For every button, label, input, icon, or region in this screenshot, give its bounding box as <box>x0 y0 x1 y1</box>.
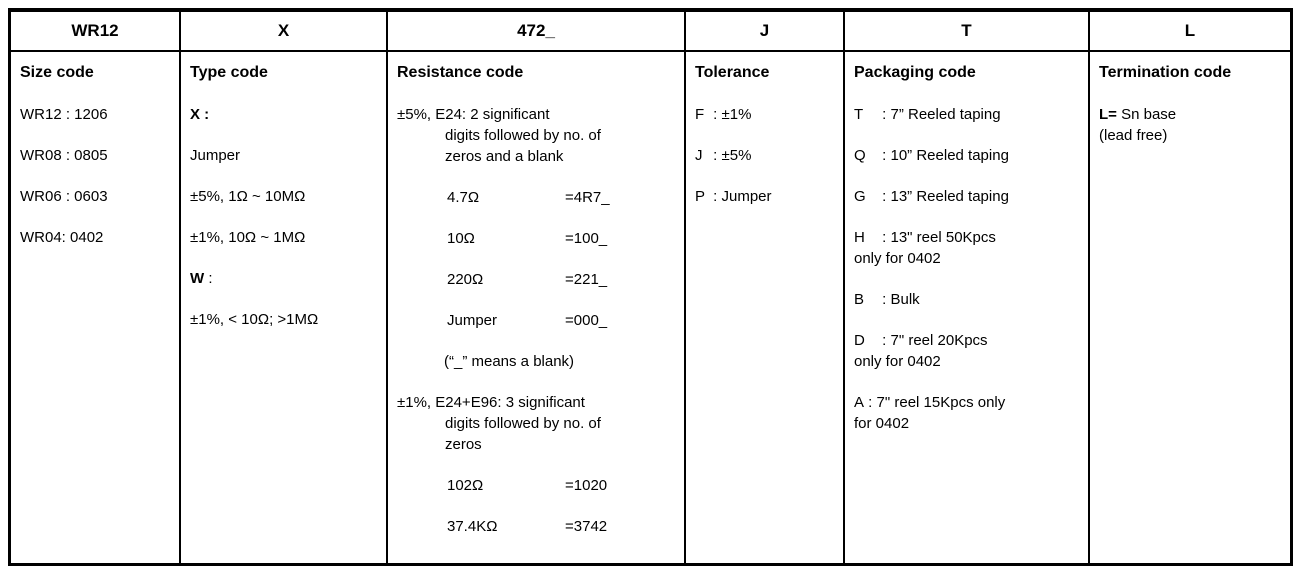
example-value: 102Ω <box>447 477 484 494</box>
example-value: 10Ω <box>447 230 475 247</box>
column-type-code: Type code X : Jumper ±5%, 1Ω ~ 10MΩ ±1%, 10… <box>181 52 388 563</box>
code-letter: D <box>854 332 865 349</box>
text-line: ±5%, E24: 2 significant digits followed … <box>397 106 601 165</box>
example-value: 37.4KΩ <box>447 518 498 535</box>
column-title: Packaging code <box>854 64 976 81</box>
example-value: Jumper <box>447 312 498 329</box>
column-tolerance: Tolerance F : ±1% J : ±5% P : Jumper <box>686 52 845 563</box>
column-size-code: Size code WR12 : 1206 WR08 : 0805 WR06 : 0… <box>11 52 181 563</box>
resistance-example: 10Ω =100_ <box>397 228 676 249</box>
example-value: 220Ω <box>447 271 484 288</box>
code-letter: G <box>854 188 866 205</box>
resistance-example: 4.7Ω =4R7_ <box>397 187 676 208</box>
text-line: ±1%, E24+E96: 3 significant digits follo… <box>397 394 601 453</box>
header-code-resistance: 472_ <box>388 12 686 52</box>
code-item: D : 7" reel 20Kpcs only for 0402 <box>854 332 988 370</box>
header-code-tolerance: J <box>686 12 845 52</box>
code-letter: P <box>695 188 706 205</box>
text-line: WR06 : 0603 <box>20 188 108 205</box>
header-code-packaging: T <box>845 12 1090 52</box>
code-item: F : ±1% <box>695 106 752 123</box>
code-item: T : 7” Reeled taping <box>854 106 1001 123</box>
column-title: Tolerance <box>695 64 770 81</box>
example-code: =3742 <box>565 518 608 535</box>
text-line: Jumper <box>190 147 241 164</box>
column-resistance-code: Resistance code ±5%, E24: 2 significant … <box>388 52 686 563</box>
resistance-example: 37.4KΩ =3742 <box>397 516 676 537</box>
code-item: B : Bulk <box>854 291 920 308</box>
code-item: P : Jumper <box>695 188 772 205</box>
code-letter: H <box>854 229 865 246</box>
resistance-example: 220Ω =221_ <box>397 269 676 290</box>
resistance-example: 102Ω =1020 <box>397 475 676 496</box>
example-code: =000_ <box>565 312 608 329</box>
bold-text: X : <box>190 106 210 123</box>
code-item: J : ±5% <box>695 147 752 164</box>
code-letter: J <box>695 147 703 164</box>
code-item: A : 7" reel 15Kpcs only for 0402 <box>854 394 1006 432</box>
column-title: Size code <box>20 64 94 81</box>
note-line: (“_” means a blank) <box>444 353 575 370</box>
text-line: W : <box>190 270 213 287</box>
text-line: WR04: 0402 <box>20 229 104 246</box>
text-line: WR12 : 1206 <box>20 106 108 123</box>
example-code: =4R7_ <box>565 189 610 206</box>
resistance-example: Jumper =000_ <box>397 310 676 331</box>
code-letter: Q <box>854 147 866 164</box>
text-line: ±1%, 10Ω ~ 1MΩ <box>190 229 306 246</box>
text-line: WR08 : 0805 <box>20 147 108 164</box>
text-line: ±1%, < 10Ω; >1MΩ <box>190 311 319 328</box>
header-code-termination: L <box>1090 12 1290 52</box>
code-item: G : 13” Reeled taping <box>854 188 1009 205</box>
code-letter: T <box>854 106 864 123</box>
header-code-size: WR12 <box>11 12 181 52</box>
column-title: Type code <box>190 64 268 81</box>
text-line: X : <box>190 104 378 125</box>
code-letter: B <box>854 291 865 308</box>
text-line: L= Sn base (lead free) <box>1099 106 1177 144</box>
header-code-type: X <box>181 12 388 52</box>
column-packaging-code: Packaging code T : 7” Reeled taping Q : 1… <box>845 52 1090 563</box>
text-line: ±5%, 1Ω ~ 10MΩ <box>190 188 306 205</box>
code-letter: A <box>854 394 865 411</box>
part-number-coding-table: WR12 X 472_ J T L Size code WR12 : 1206 W… <box>8 8 1293 566</box>
example-code: =221_ <box>565 271 608 288</box>
bold-text: L= <box>1099 106 1117 123</box>
column-termination-code: Termination code L= Sn base (lead free) <box>1090 52 1290 563</box>
example-value: 4.7Ω <box>447 189 480 206</box>
code-item: H : 13" reel 50Kpcs only for 0402 <box>854 229 996 267</box>
code-letter: F <box>695 106 705 123</box>
example-code: =1020 <box>565 477 608 494</box>
column-title: Termination code <box>1099 64 1232 81</box>
example-code: =100_ <box>565 230 608 247</box>
column-title: Resistance code <box>397 64 524 81</box>
bold-text: W <box>190 270 205 287</box>
code-item: Q : 10” Reeled taping <box>854 147 1009 164</box>
